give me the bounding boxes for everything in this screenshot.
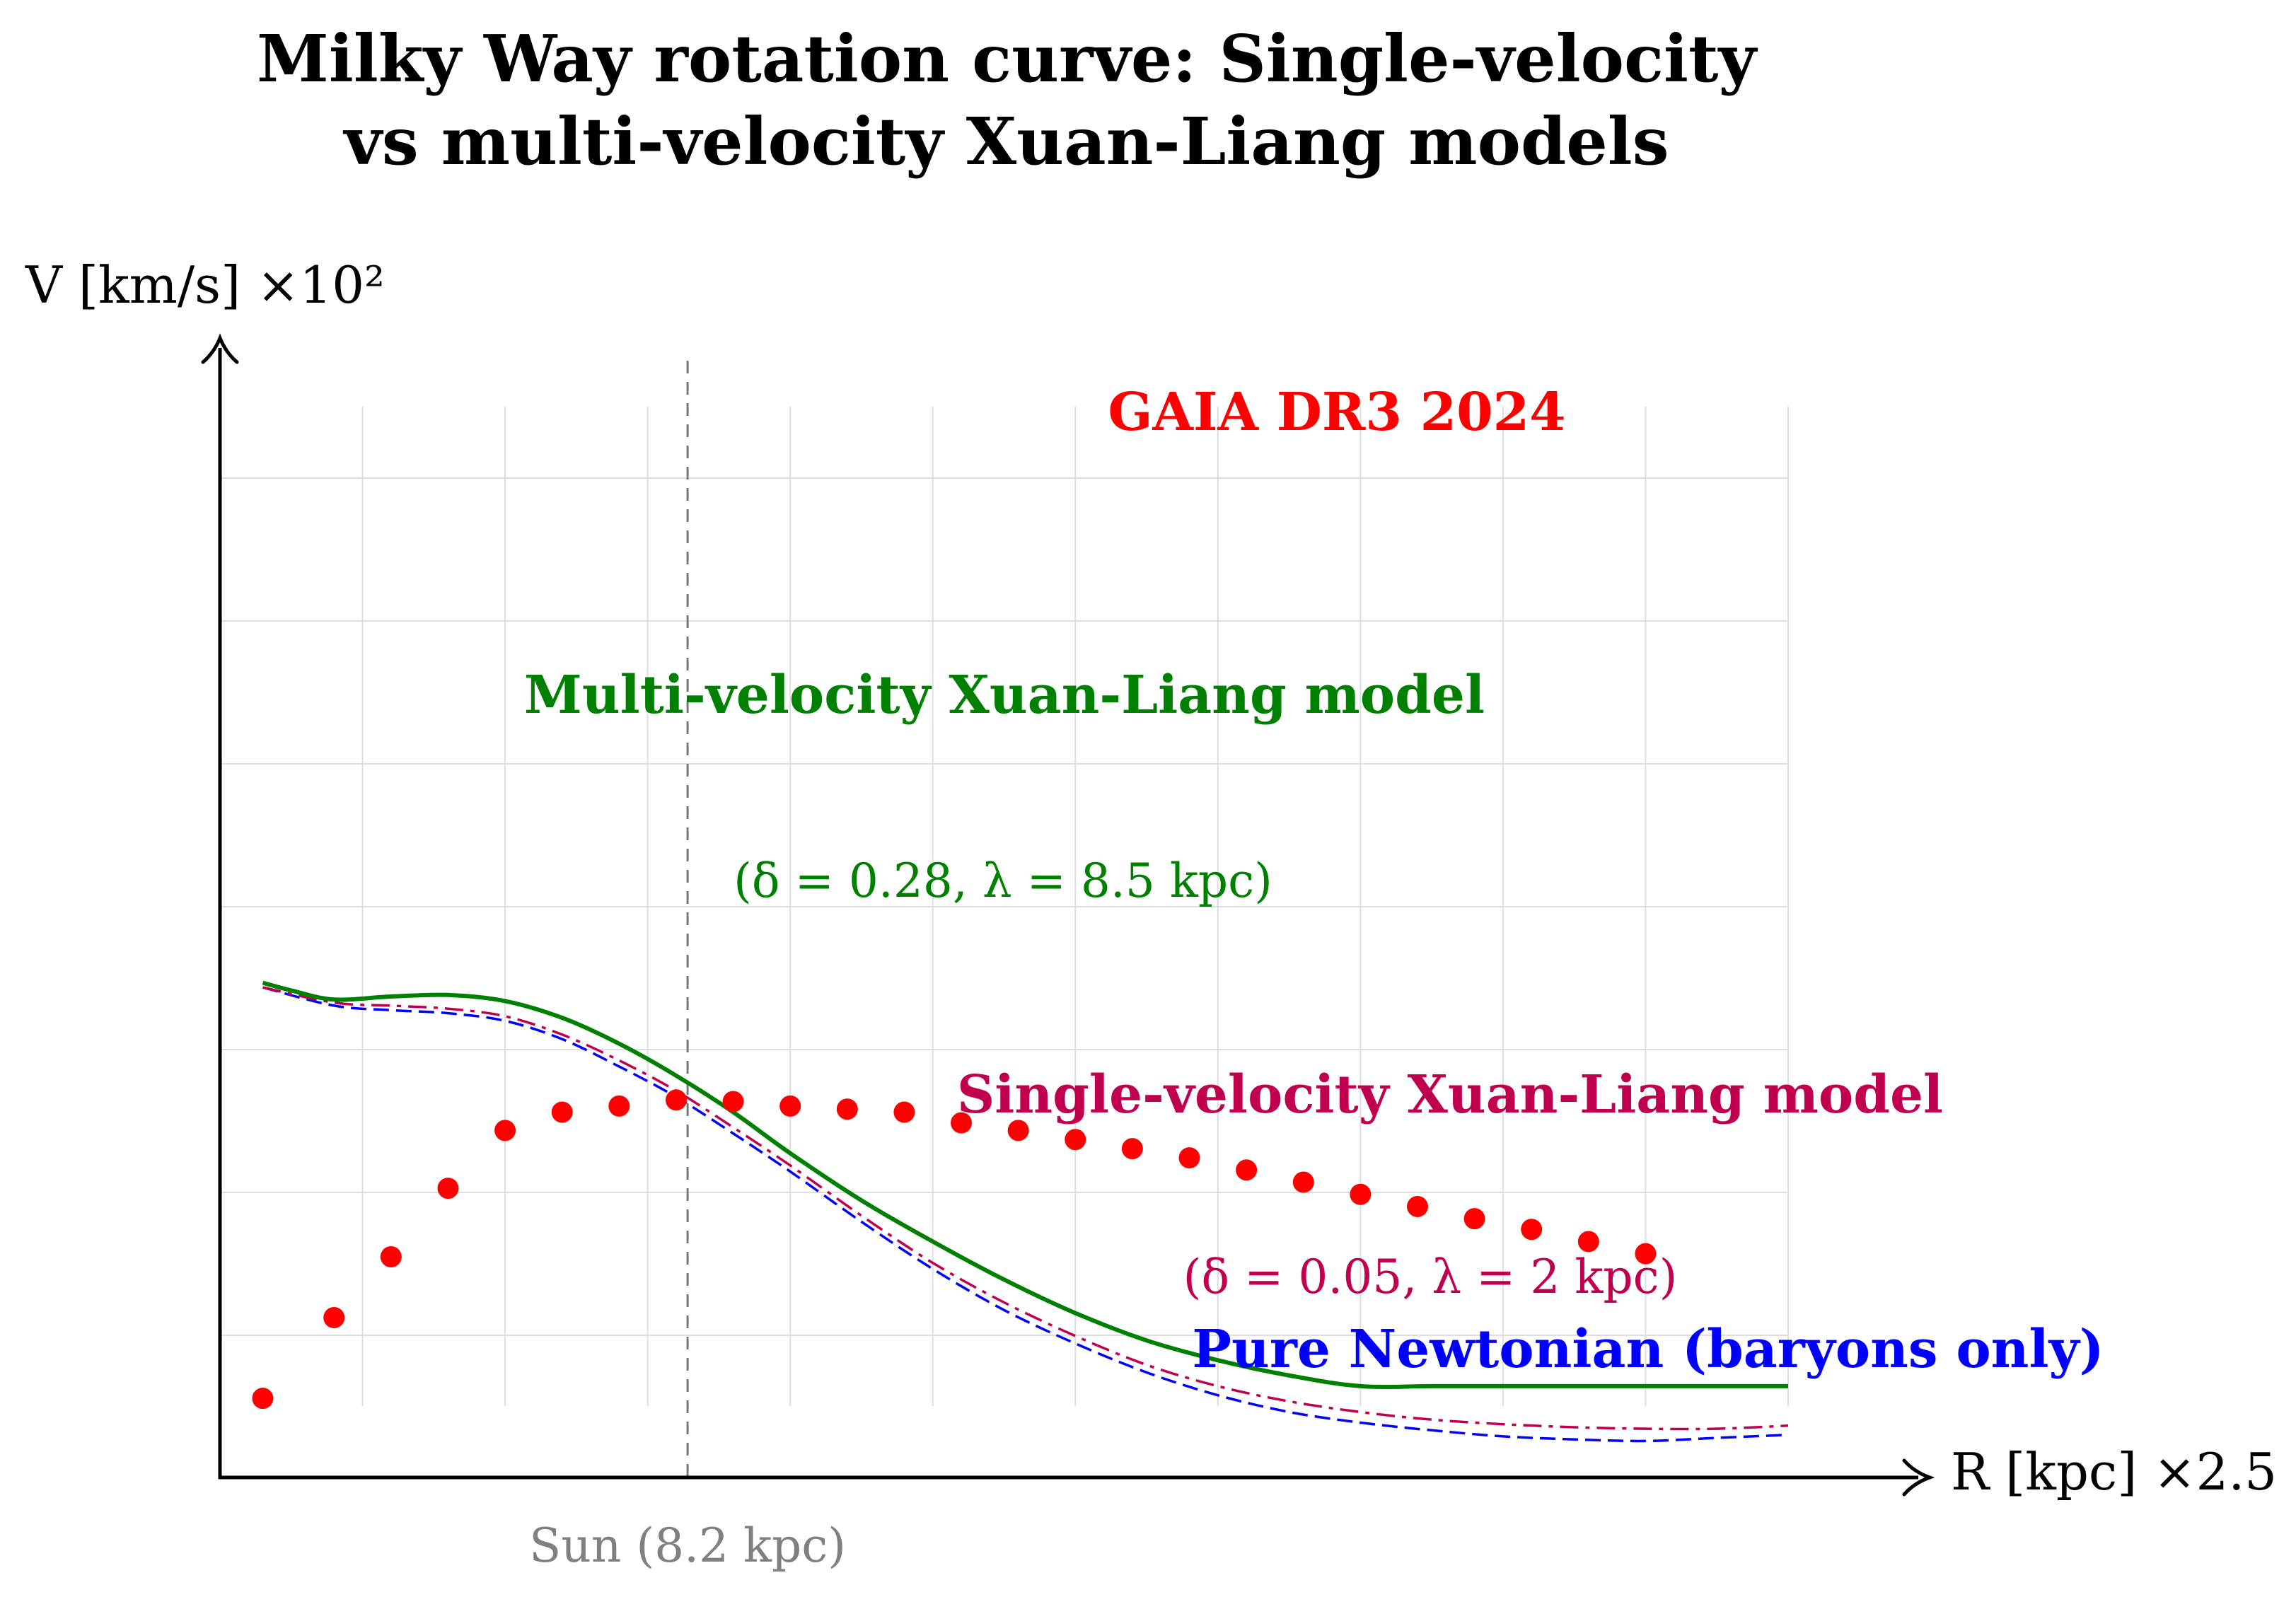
gaia-data-point [1065, 1129, 1086, 1151]
gaia-data-point [1350, 1183, 1372, 1205]
gaia-data-point [893, 1101, 915, 1123]
gaia-data-point [1406, 1195, 1428, 1217]
gaia-data-point [252, 1388, 274, 1410]
gaia-data-point [323, 1307, 345, 1329]
sun-marker: Sun (8.2 kpc) [529, 361, 846, 1573]
newtonian-label: Pure Newtonian (baryons only) [1192, 1319, 2104, 1380]
gaia-data-point [1635, 1243, 1657, 1265]
single-velocity-label: Single-velocity Xuan-Liang model [957, 1064, 1943, 1125]
multi-velocity-params: (δ = 0.28, λ = 8.5 kpc) [734, 854, 1272, 908]
gaia-data-point [665, 1089, 687, 1111]
gaia-data-point [494, 1120, 516, 1142]
gaia-data-point [951, 1112, 973, 1134]
labels: Milky Way rotation curve: Single-velocit… [25, 21, 2277, 1501]
gaia-data-point [437, 1178, 459, 1200]
chart-title-line-2: vs multi-velocity Xuan-Liang models [342, 103, 1669, 180]
x-axis-label: R [kpc] ×2.5 [1951, 1442, 2277, 1501]
series-line-single-velocity-xuan-liang-model [262, 986, 1789, 1431]
gaia-data-point [551, 1101, 573, 1123]
single-velocity-params: (δ = 0.05, λ = 2 kpc) [1183, 1250, 1678, 1304]
gaia-data-point [722, 1091, 744, 1113]
gaia-data-point [608, 1095, 630, 1117]
gaia-data-point [836, 1098, 858, 1120]
gaia-data-point [1292, 1171, 1314, 1193]
gaia-data-point [380, 1245, 402, 1267]
series-lines [262, 980, 1789, 1443]
gaia-data-point [1236, 1159, 1258, 1181]
gaia-data-point [1521, 1219, 1543, 1241]
chart-title-line-1: Milky Way rotation curve: Single-velocit… [257, 21, 1758, 97]
series-line-multi-velocity-xuan-liang-model [262, 980, 1788, 1390]
gaia-data-point [1007, 1120, 1029, 1142]
gaia-legend-label: GAIA DR3 2024 [1108, 382, 1565, 443]
series-line-pure-newtonian-baryons-only [262, 986, 1789, 1443]
gaia-data-point [779, 1095, 801, 1117]
y-axis-arrow-icon [201, 333, 239, 364]
gaia-data-point [1178, 1147, 1200, 1169]
grid [220, 407, 1789, 1406]
gaia-data-point [1577, 1231, 1599, 1253]
x-axis-arrow-icon [1902, 1458, 1935, 1497]
gaia-data-points [252, 1089, 1657, 1410]
y-axis-label: V [km/s] ×10² [25, 255, 385, 315]
gaia-data-point [1463, 1208, 1485, 1230]
sun-label: Sun (8.2 kpc) [529, 1518, 846, 1573]
axes [201, 333, 1935, 1497]
multi-velocity-label: Multi-velocity Xuan-Liang model [524, 665, 1485, 726]
gaia-data-point [1121, 1138, 1143, 1160]
